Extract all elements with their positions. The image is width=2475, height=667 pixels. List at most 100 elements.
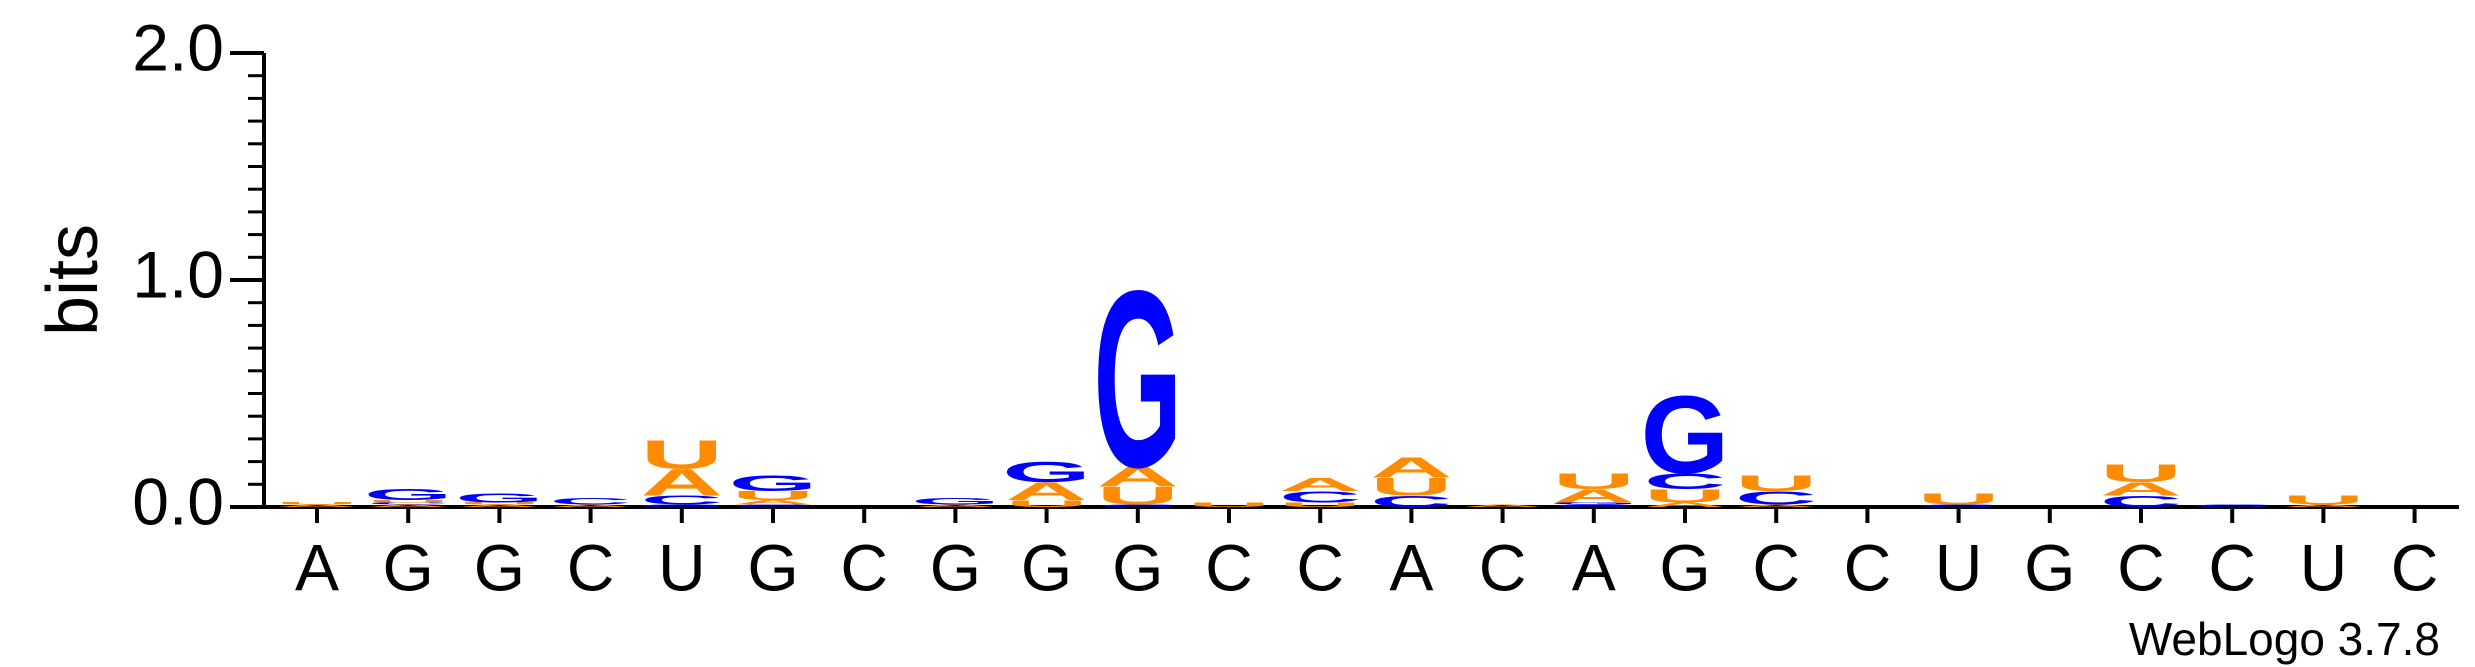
letter-mark: C bbox=[1097, 504, 1179, 508]
x-tick-label: G bbox=[1112, 530, 1163, 604]
letter: A bbox=[641, 461, 723, 503]
letter: C bbox=[549, 496, 631, 507]
letter-mark: A bbox=[1005, 478, 1087, 506]
letter-mark: G bbox=[1002, 456, 1091, 488]
letter: A bbox=[1461, 504, 1543, 508]
y-tick-label: 0.0 bbox=[132, 464, 224, 538]
letter: G bbox=[1093, 239, 1182, 520]
letter-mark: U bbox=[2100, 459, 2182, 487]
letter-mark: C bbox=[641, 494, 723, 508]
letter-mark: U bbox=[1279, 501, 1361, 508]
letter: G bbox=[1549, 502, 1638, 506]
letter: U bbox=[1097, 482, 1179, 510]
letter: U bbox=[276, 502, 358, 506]
letter-mark: G bbox=[637, 504, 726, 508]
letter-mark: A bbox=[2282, 504, 2364, 508]
letter-mark: G bbox=[455, 491, 544, 505]
letter: A bbox=[1005, 478, 1087, 506]
x-tick-label: C bbox=[1205, 530, 1253, 604]
letter: A bbox=[1644, 501, 1726, 508]
letter: G bbox=[729, 471, 818, 495]
letter: U bbox=[1005, 499, 1087, 510]
letter: U bbox=[2100, 459, 2182, 487]
letter: C bbox=[732, 504, 814, 508]
letter-mark: C bbox=[1553, 504, 1635, 508]
letter-mark: A bbox=[458, 504, 540, 508]
letter-mark: C bbox=[367, 502, 449, 506]
letter: A bbox=[458, 504, 540, 508]
letter: A bbox=[1735, 504, 1817, 508]
letter: G bbox=[1002, 456, 1091, 488]
letter-mark: G bbox=[911, 496, 1000, 507]
letter: A bbox=[2282, 504, 2364, 508]
x-tick-label: G bbox=[2024, 530, 2075, 604]
letter: A bbox=[367, 504, 449, 508]
letter: A bbox=[1279, 474, 1361, 495]
x-tick-label: C bbox=[840, 530, 888, 604]
x-tick-label: C bbox=[1479, 530, 1527, 604]
letter: C bbox=[1735, 488, 1817, 509]
letter: A bbox=[1553, 486, 1635, 507]
letter-mark: A bbox=[1097, 461, 1179, 493]
x-tick-label: A bbox=[295, 530, 339, 604]
letter: A bbox=[732, 499, 814, 506]
x-tick-label: C bbox=[1844, 530, 1892, 604]
x-tick-label: G bbox=[1659, 530, 1710, 604]
y-tick-label: 2.0 bbox=[132, 10, 224, 84]
letter-mark: U bbox=[1097, 482, 1179, 510]
letter-mark: A bbox=[1735, 504, 1817, 508]
letter-mark: A bbox=[367, 504, 449, 508]
x-tick-label: C bbox=[1752, 530, 1800, 604]
letter-mark: C bbox=[732, 504, 814, 508]
letter-mark: G bbox=[364, 486, 453, 504]
letter-mark: C bbox=[1279, 488, 1361, 506]
letter-mark: U bbox=[1005, 499, 1087, 510]
letter-mark: G bbox=[1093, 239, 1182, 520]
letter-mark: U bbox=[732, 489, 814, 503]
letter-mark: C bbox=[1370, 493, 1452, 511]
letter: C bbox=[1370, 493, 1452, 511]
letter-mark: C bbox=[1735, 488, 1817, 509]
letter-mark: U bbox=[1370, 473, 1452, 501]
letter-mark: C bbox=[2100, 493, 2182, 511]
letter-mark: A bbox=[549, 504, 631, 508]
letter: U bbox=[367, 500, 449, 504]
letter: G bbox=[911, 496, 1000, 507]
letter: C bbox=[1553, 504, 1635, 508]
x-tick-label: C bbox=[2208, 530, 2256, 604]
x-tick-label: U bbox=[1935, 530, 1983, 604]
letter-mark: C bbox=[2191, 504, 2273, 508]
letter: C bbox=[1279, 488, 1361, 506]
letter: C bbox=[367, 502, 449, 506]
letter-mark: A bbox=[276, 504, 358, 508]
letter-mark: U bbox=[1188, 501, 1270, 508]
letter: C bbox=[2100, 493, 2182, 511]
letter: A bbox=[549, 504, 631, 508]
letter: G bbox=[455, 491, 544, 505]
letter: C bbox=[641, 494, 723, 508]
y-tick-label: 1.0 bbox=[132, 237, 224, 311]
x-tick-label: A bbox=[1389, 530, 1433, 604]
letter-mark: A bbox=[641, 461, 723, 503]
letter-mark: A bbox=[914, 504, 996, 508]
letter: U bbox=[732, 489, 814, 503]
letter-mark: A bbox=[1553, 486, 1635, 507]
letter-mark: A bbox=[1461, 504, 1543, 508]
letter-mark: U bbox=[1917, 491, 1999, 509]
letter-mark: C bbox=[1644, 469, 1726, 493]
letter: U bbox=[641, 432, 723, 478]
letter-mark: U bbox=[641, 432, 723, 478]
letter: A bbox=[1370, 452, 1452, 484]
x-tick-label: C bbox=[2117, 530, 2165, 604]
x-tick-label: A bbox=[1572, 530, 1616, 604]
letter: U bbox=[1735, 471, 1817, 495]
letter-mark: U bbox=[2282, 494, 2364, 508]
x-tick-label: U bbox=[658, 530, 706, 604]
letter-mark: C bbox=[549, 496, 631, 507]
letter-mark: U bbox=[276, 502, 358, 506]
letter: U bbox=[1370, 473, 1452, 501]
x-tick-label: G bbox=[383, 530, 434, 604]
letter-mark: G bbox=[729, 471, 818, 495]
